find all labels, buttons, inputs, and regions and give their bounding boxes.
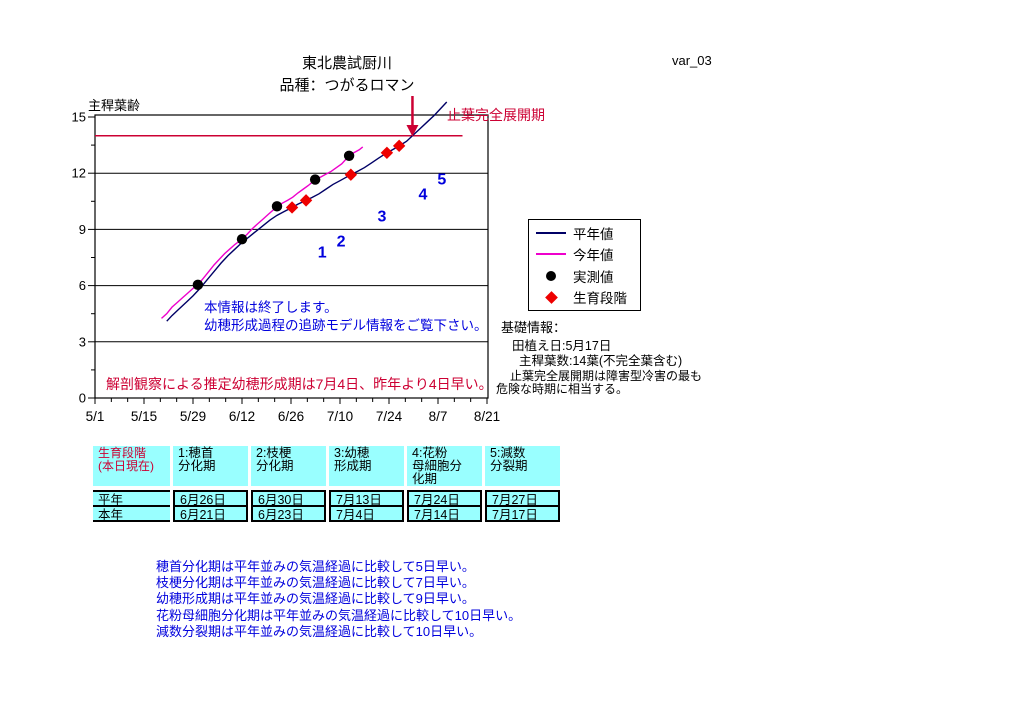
legend-swatch [536, 253, 566, 256]
basic-info-heading: 基礎情報： [501, 320, 567, 335]
info-end-line1: 本情報は終了します。 [204, 300, 338, 315]
basic-info-warning-line2: 危険な時期に相当する。 [496, 382, 629, 396]
legend-label: 生育段階 [573, 291, 627, 307]
legend-label: 今年値 [573, 248, 614, 264]
y-tick-label: 12 [72, 166, 86, 181]
legend-swatch [544, 290, 558, 304]
growth-stage-point [380, 146, 394, 159]
table-date-cell: 6月21日 [173, 505, 248, 522]
diamond-marker-icon [529, 290, 573, 304]
measured-point [343, 150, 355, 161]
x-tick-label: 8/21 [474, 409, 500, 424]
flag-leaf-annotation: 止葉完全展開期 [447, 107, 545, 123]
table-date-cell: 7月13日 [329, 490, 404, 507]
x-tick-label: 5/1 [86, 409, 105, 424]
legend-item-実測値: 実測値 [529, 265, 640, 287]
table-corner-cell: 生育段階 (本日現在) [93, 446, 170, 486]
measured-point [236, 233, 248, 245]
legend-item-平年値: 平年値 [529, 222, 640, 244]
line-marker-icon [529, 253, 573, 256]
growth-stage-point [344, 168, 358, 181]
x-tick-label: 6/26 [278, 409, 304, 424]
y-tick-label: 0 [79, 391, 86, 406]
table-header-cell: 3:幼穂 形成期 [329, 446, 404, 486]
y-tick-label: 6 [79, 278, 86, 293]
series-平年値 [166, 101, 448, 322]
basic-info-planting-date: 田植え日:5月17日 [512, 339, 612, 353]
legend-label: 平年値 [573, 226, 614, 242]
plot-frame [94, 114, 489, 399]
legend-label: 実測値 [573, 269, 614, 285]
table-header-cell: 5:減数 分裂期 [485, 446, 560, 486]
y-tick-label: 9 [79, 222, 86, 237]
chart-title-line2: 品種：つがるロマン [279, 77, 415, 94]
info-end-note: 本情報は終了します。 幼穂形成過程の追跡モデル情報をご覧下さい。 [204, 299, 488, 335]
table-date-cell: 6月23日 [251, 505, 326, 522]
legend-item-生育段階: 生育段階 [529, 287, 640, 309]
x-tick-label: 6/12 [229, 409, 255, 424]
table-date-cell: 7月4日 [329, 505, 404, 522]
table-header-cell: 4:花粉 母細胞分 化期 [407, 446, 482, 486]
line-marker-icon [529, 231, 573, 234]
stage-number-label: 1 [318, 245, 327, 262]
growth-stage-point [285, 201, 299, 214]
basic-info-leaf-count: 主稈葉数:14葉(不完全葉含む) [519, 354, 683, 368]
footnote-line: 減数分裂期は平年並みの気温経過に比較して10日早い。 [156, 623, 483, 639]
chart-legend: 平年値今年値実測値生育段階 [528, 219, 641, 311]
footnote-line: 枝梗分化期は平年並みの気温経過に比較して7日早い。 [156, 575, 475, 591]
x-tick-label: 7/10 [327, 409, 353, 424]
growth-stage-point [392, 139, 406, 153]
measured-point [309, 174, 321, 185]
legend-swatch [536, 231, 566, 234]
stage-number-label: 4 [418, 186, 427, 203]
table-header-cell: 1:穂首 分化期 [173, 446, 248, 486]
anatomical-note: 解剖観察による推定幼穂形成期は7月4日、昨年より4日早い。 [106, 376, 493, 392]
footnote-line: 穂首分化期は平年並みの気温経過に比較して5日早い。 [156, 559, 475, 574]
variant-label: var_03 [672, 53, 712, 68]
table-date-cell: 7月17日 [485, 505, 560, 522]
table-row-label: 本年 [93, 505, 170, 522]
stage-number-label: 5 [437, 171, 446, 188]
x-tick-label: 8/7 [429, 409, 448, 424]
stage-number-label: 3 [378, 208, 387, 225]
table-row-本年: 本年 6月21日 6月23日 7月4日 7月14日 7月17日 [93, 505, 560, 522]
stage-table-header-row: 生育段階 (本日現在) 1:穂首 分化期 2:枝梗 分化期 3:幼穂 形成期 4:花粉 … [93, 446, 560, 486]
flag-leaf-arrow-head [406, 125, 419, 137]
footnote-line: 花粉母細胞分化期は平年並みの気温経過に比較して10日早い。 [156, 607, 522, 623]
basic-info-warning-line1: 止葉完全展開期は障害型冷害の最も [510, 369, 703, 383]
stage-table-body: 平年 6月26日 6月30日 7月13日 7月24日 7月27日 本年 6月21日 6月23日 7… [93, 490, 560, 522]
footnote-line: 幼穂形成期は平年並みの気温経過に比較して9日早い。 [156, 591, 475, 607]
x-tick-label: 7/24 [376, 409, 403, 424]
stage-footnotes: 穂首分化期は平年並みの気温経過に比較して5日早い。 枝梗分化期は平年並みの気温経過… [156, 559, 521, 640]
y-axis-label: 主稈葉齢 [88, 98, 140, 113]
legend-swatch [546, 270, 556, 281]
series-今年値 [161, 146, 364, 319]
x-tick-label: 5/15 [131, 409, 157, 424]
growth-stage-point [299, 194, 313, 207]
table-header-cell: 2:枝梗 分化期 [251, 446, 326, 486]
legend-item-今年値: 今年値 [529, 244, 640, 266]
measured-point [271, 201, 283, 212]
circle-marker-icon [529, 270, 573, 281]
table-date-cell: 7月27日 [485, 490, 560, 507]
info-end-line2: 幼穂形成過程の追跡モデル情報をご覧下さい。 [204, 318, 488, 333]
y-tick-label: 3 [79, 334, 86, 349]
x-tick-label: 5/29 [180, 409, 206, 424]
y-tick-label: 15 [72, 110, 86, 125]
growth-stage-table: 生育段階 (本日現在) 1:穂首 分化期 2:枝梗 分化期 3:幼穂 形成期 4:花粉 … [93, 446, 560, 522]
measured-point [192, 279, 204, 291]
table-date-cell: 7月14日 [407, 505, 482, 522]
stage-number-label: 2 [337, 233, 346, 250]
chart-title-line1: 東北農試厨川 [301, 55, 392, 72]
